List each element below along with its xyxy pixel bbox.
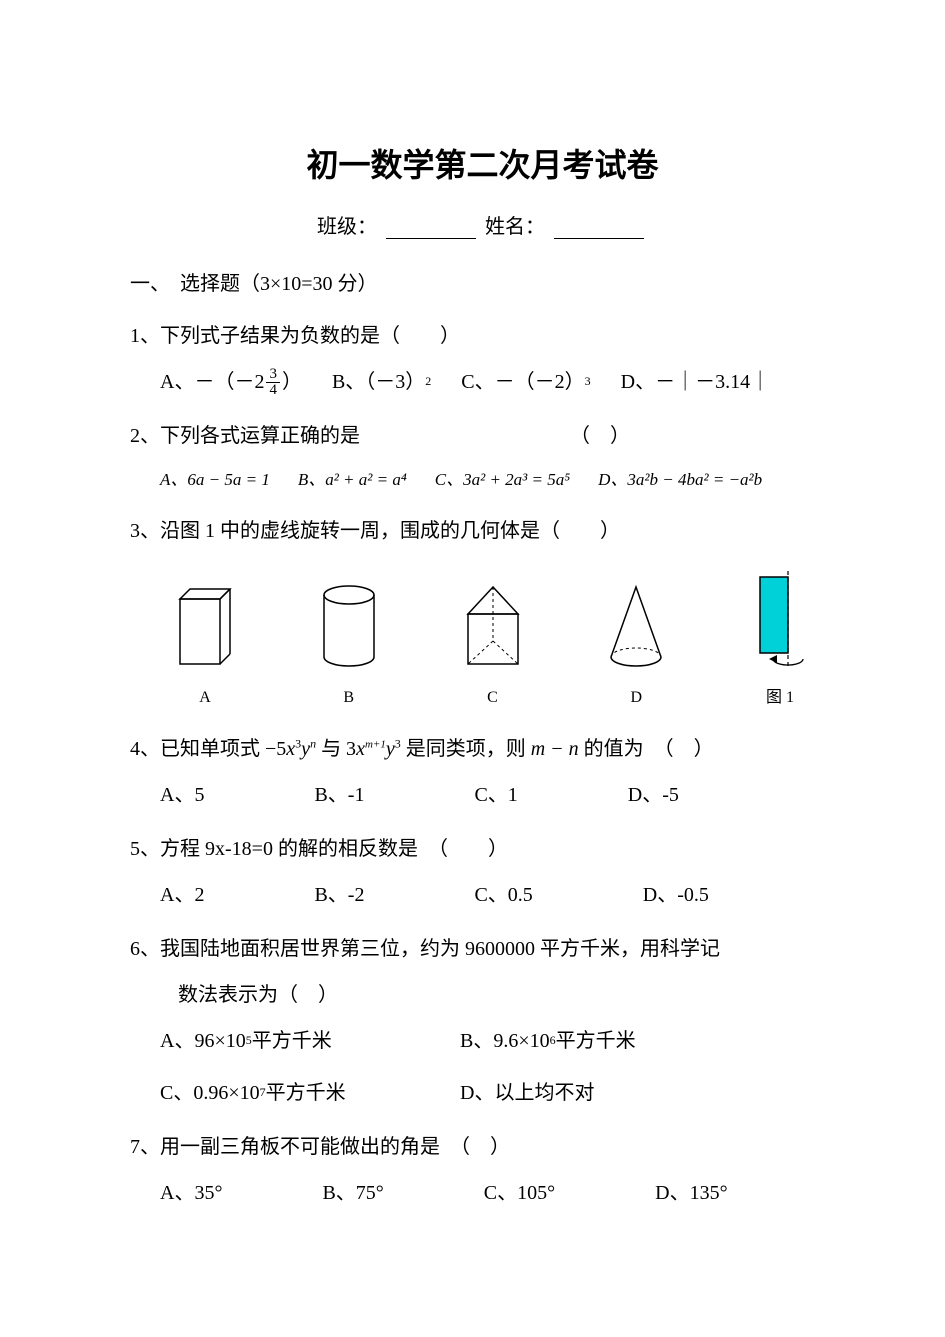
name-label: 姓名： <box>485 216 545 238</box>
section-1-header: 一、 选择题（3×10=30 分） <box>130 267 835 296</box>
q5-opt-c: C、0.5 <box>474 879 532 911</box>
class-label: 班级： <box>317 216 377 238</box>
q2-opt-c: C、3a² + 2a³ = 5a⁵ <box>435 466 570 493</box>
q6-options: A、96×105 平方千米 B、9.6×106 平方千米 C、0.96×107 … <box>130 1025 835 1109</box>
q6-text-line1: 6、我国陆地面积居世界第三位，约为 9600000 平方千米，用科学记 <box>130 933 835 965</box>
q3-fig-1: 图 1 <box>745 571 815 711</box>
prism-icon <box>458 581 528 671</box>
q7-opt-b: B、75° <box>322 1177 383 1209</box>
q6-opt-c: C、0.96×107 平方千米 <box>160 1077 460 1109</box>
q3-fig-c: C <box>458 581 528 711</box>
q6-opt-d: D、以上均不对 <box>460 1077 835 1109</box>
q2-text: 2、下列各式运算正确的是 （ ） <box>130 420 835 452</box>
question-7: 7、用一副三角板不可能做出的角是 （ ） A、35° B、75° C、105° … <box>130 1131 835 1209</box>
q7-opt-c: C、105° <box>484 1177 555 1209</box>
question-1: 1、下列式子结果为负数的是（ ） A、－（－2 34 ） B、（－3）2 C、－… <box>130 320 835 398</box>
q6-text-line2: 数法表示为（ ） <box>130 979 835 1011</box>
question-4: 4、已知单项式 −5x3yn 与 3xm+1y3 是同类项，则 m − n 的值… <box>130 733 835 811</box>
q3-text: 3、沿图 1 中的虚线旋转一周，围成的几何体是（ ） <box>130 515 835 547</box>
cuboid-icon <box>170 581 240 671</box>
q5-opt-a: A、2 <box>160 879 204 911</box>
q5-options: A、2 B、-2 C、0.5 D、-0.5 <box>130 879 835 911</box>
q1-opt-a: A、－（－2 34 ） <box>160 366 302 398</box>
q2-opt-a: A、6a − 5a = 1 <box>160 466 270 493</box>
q2-opt-d: D、3a²b − 4ba² = −a²b <box>598 466 762 493</box>
question-2: 2、下列各式运算正确的是 （ ） A、6a − 5a = 1 B、a² + a²… <box>130 420 835 493</box>
question-5: 5、方程 9x-18=0 的解的相反数是 （ ） A、2 B、-2 C、0.5 … <box>130 833 835 911</box>
q1-opt-c: C、－（－2）3 <box>461 366 590 398</box>
exam-title: 初一数学第二次月考试卷 <box>130 140 835 186</box>
class-blank <box>386 219 476 239</box>
q3-fig-d: D <box>601 581 671 711</box>
q7-opt-a: A、35° <box>160 1177 222 1209</box>
q1-opt-b: B、（－3）2 <box>332 366 431 398</box>
q3-figures: A B C D <box>130 561 835 711</box>
q4-options: A、5 B、-1 C、1 D、-5 <box>130 779 835 811</box>
q2-opt-b: B、a² + a² = a⁴ <box>298 466 407 493</box>
q1-options: A、－（－2 34 ） B、（－3）2 C、－（－2）3 D、－｜－3.14｜ <box>130 366 835 398</box>
q7-text: 7、用一副三角板不可能做出的角是 （ ） <box>130 1131 835 1163</box>
question-6: 6、我国陆地面积居世界第三位，约为 9600000 平方千米，用科学记 数法表示… <box>130 933 835 1109</box>
q4-opt-c: C、1 <box>474 779 517 811</box>
name-blank <box>554 219 644 239</box>
q5-text: 5、方程 9x-18=0 的解的相反数是 （ ） <box>130 833 835 865</box>
q6-opt-a: A、96×105 平方千米 <box>160 1025 460 1057</box>
q5-opt-d: D、-0.5 <box>643 879 709 911</box>
cylinder-icon <box>314 581 384 671</box>
q4-opt-a: A、5 <box>160 779 204 811</box>
q1-opt-d: D、－｜－3.14｜ <box>621 366 770 398</box>
q4-text: 4、已知单项式 −5x3yn 与 3xm+1y3 是同类项，则 m − n 的值… <box>130 733 835 765</box>
q1-text: 1、下列式子结果为负数的是（ ） <box>130 320 835 352</box>
cone-icon <box>601 581 671 671</box>
q4-opt-b: B、-1 <box>314 779 364 811</box>
question-3: 3、沿图 1 中的虚线旋转一周，围成的几何体是（ ） A B <box>130 515 835 711</box>
q7-options: A、35° B、75° C、105° D、135° <box>130 1177 835 1209</box>
q3-fig-b: B <box>314 581 384 711</box>
q6-opt-b: B、9.6×106 平方千米 <box>460 1025 835 1057</box>
rotation-diagram-icon <box>745 571 815 671</box>
q5-opt-b: B、-2 <box>314 879 364 911</box>
q7-opt-d: D、135° <box>655 1177 727 1209</box>
q4-opt-d: D、-5 <box>628 779 679 811</box>
q2-options: A、6a − 5a = 1 B、a² + a² = a⁴ C、3a² + 2a³… <box>130 466 835 493</box>
student-info-line: 班级： 姓名： <box>130 210 835 239</box>
q3-fig-a: A <box>170 581 240 711</box>
